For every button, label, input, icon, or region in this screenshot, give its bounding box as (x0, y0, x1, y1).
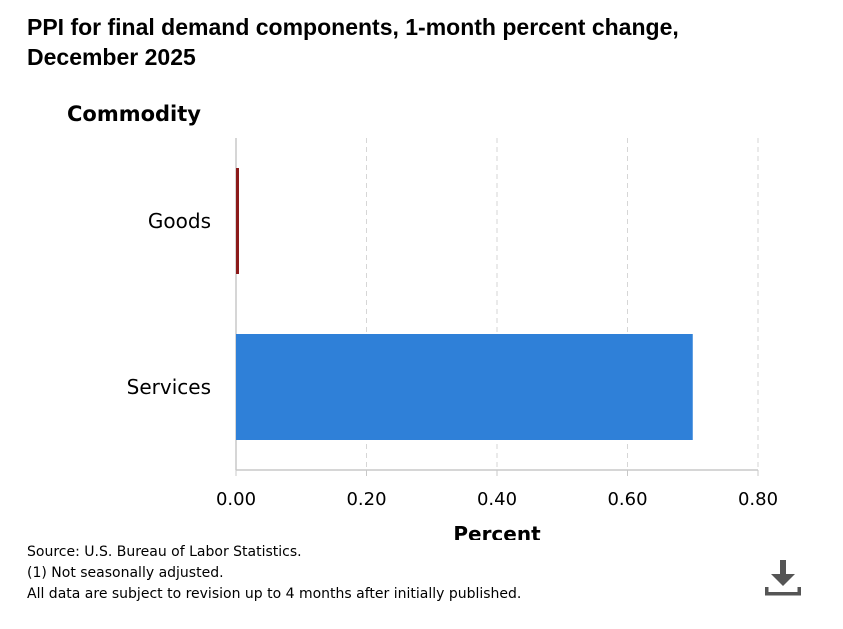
x-tick-label: 0.80 (738, 489, 778, 510)
footnote: (1) Not seasonally adjusted. (27, 565, 224, 581)
download-icon (765, 560, 801, 596)
source-note: Source: U.S. Bureau of Labor Statistics. (27, 544, 302, 560)
y-axis-title: Commodity (67, 102, 201, 126)
chart-title-line-2: December 2025 (27, 44, 196, 70)
download-button[interactable] (760, 558, 806, 602)
bar-services (236, 334, 693, 440)
y-category-label: Services (127, 375, 211, 399)
chart-title: PPI for final demand components, 1-month… (27, 12, 807, 72)
bar-goods (236, 168, 239, 274)
revision-note: All data are subject to revision up to 4… (27, 586, 522, 602)
x-tick-label: 0.60 (607, 489, 647, 510)
y-category-label: Goods (148, 209, 211, 233)
x-axis-title: Percent (453, 522, 541, 540)
x-tick-label: 0.00 (216, 489, 256, 510)
chart-title-line-1: PPI for final demand components, 1-month… (27, 14, 679, 40)
chart-notes: Source: U.S. Bureau of Labor Statistics.… (27, 542, 521, 605)
bar-chart: 0.00 0.20 0.40 0.60 0.80 Goods Services Commodi… (67, 102, 778, 540)
x-tick-label: 0.40 (477, 489, 517, 510)
x-tick-label: 0.20 (346, 489, 386, 510)
